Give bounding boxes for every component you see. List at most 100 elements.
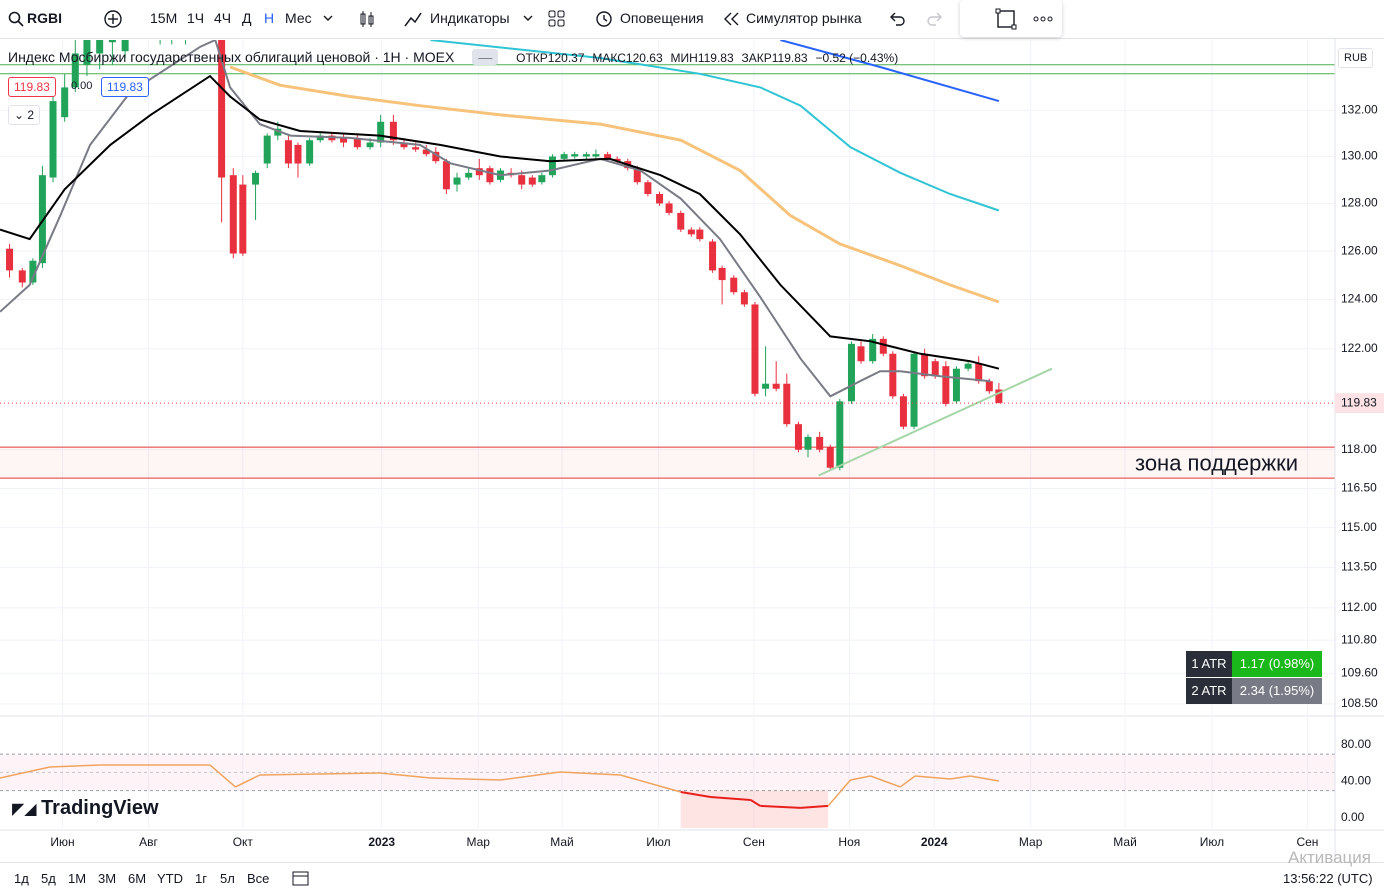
legend-change: −0.52 (−0.43%) [815, 51, 899, 65]
y2-tick-label: 80.00 [1341, 737, 1371, 751]
oscillator-line [559, 771, 621, 776]
layouts-icon[interactable] [548, 10, 566, 28]
oscillator-line [949, 775, 971, 780]
x-tick-label: Июл [646, 835, 670, 849]
candle-body [83, 40, 91, 65]
candle-body [239, 184, 247, 254]
range[interactable]: 1д [14, 871, 29, 886]
range[interactable]: 1г [195, 871, 207, 886]
x-tick-label: Май [1113, 835, 1137, 849]
y2-tick-label: 0.00 [1341, 810, 1365, 824]
legend-toggle[interactable]: — [472, 49, 499, 65]
symbol[interactable]: RGBI [27, 10, 62, 26]
y2-tick-label: 40.00 [1341, 774, 1371, 788]
legend-label: ОТКР [516, 51, 548, 65]
redo-icon[interactable] [926, 11, 944, 27]
candle-body [921, 353, 929, 377]
candle-body [61, 87, 69, 118]
indicator-count[interactable]: ⌄ 2 [8, 105, 41, 125]
y-tick-label: 130.00 [1341, 149, 1378, 163]
candle-body [910, 353, 918, 427]
range[interactable]: 5л [220, 871, 235, 886]
interval[interactable]: 15М [150, 10, 178, 26]
oscillator-line [259, 772, 380, 776]
range[interactable]: 1М [68, 871, 87, 886]
oscillator-line [800, 804, 829, 809]
candle-body [422, 149, 430, 155]
candle-body [377, 121, 385, 143]
indicator-line [0, 40, 991, 398]
candle-body [538, 175, 546, 183]
replay-button[interactable]: Симулятор рынка [746, 10, 862, 26]
range[interactable]: YTD [157, 871, 183, 886]
sell-price[interactable]: 119.83 [8, 77, 56, 97]
goto-date-icon[interactable] [291, 869, 311, 887]
interval[interactable]: Д [242, 10, 252, 26]
search-icon[interactable] [8, 11, 24, 27]
interval[interactable]: 4Ч [214, 10, 232, 26]
chevron[interactable] [322, 14, 334, 24]
oversold-fill [710, 790, 751, 828]
undo-icon[interactable] [888, 11, 906, 27]
candle-body [6, 248, 14, 271]
range[interactable]: 5д [41, 871, 56, 886]
buy-price[interactable]: 119.83 [101, 77, 149, 97]
candle-body [453, 177, 461, 185]
atr-label: 1 ATR [1186, 651, 1232, 677]
count: 2 [27, 108, 35, 122]
more-icon[interactable] [1033, 15, 1053, 23]
interval[interactable]: Мес [285, 10, 312, 26]
candle-body [644, 182, 652, 194]
legend-value: 120.63 [625, 51, 663, 65]
legend-value: 120.37 [547, 51, 585, 65]
candle-body [252, 172, 260, 185]
candle-body [560, 154, 568, 159]
candle-body [38, 175, 46, 264]
candle-body [366, 142, 374, 148]
rect-icon[interactable] [995, 8, 1017, 30]
chevron[interactable] [522, 14, 534, 24]
chart-type-icon[interactable] [357, 9, 377, 29]
indicator-line [229, 65, 1000, 304]
candle-body [121, 40, 129, 52]
compare-icon[interactable] [103, 9, 123, 29]
x-tick-label: Июл [1200, 835, 1224, 849]
range[interactable]: Все [247, 871, 270, 886]
x-tick-label: Май [550, 835, 574, 849]
candle-body [869, 338, 877, 362]
clock: 13:56:22 (UTC) [1283, 871, 1373, 886]
indicators-icon[interactable] [403, 9, 423, 29]
interval-active[interactable]: Н [264, 10, 275, 26]
candle-body [762, 383, 770, 389]
currency[interactable]: RUB [1338, 48, 1374, 68]
x-tick-label: Сен [1296, 835, 1318, 849]
alerts-button[interactable]: Оповещения [620, 10, 704, 26]
candle-body [656, 193, 664, 204]
candle-body [804, 436, 812, 450]
candle-body [528, 177, 536, 185]
candle-body [353, 137, 361, 148]
candle-body [442, 161, 450, 190]
y-tick-label: 110.80 [1341, 632, 1377, 646]
candle-body [816, 436, 824, 450]
drawing-toolbar [960, 0, 1062, 37]
legend-value: 119.83 [771, 51, 808, 65]
range[interactable]: 6М [128, 871, 147, 886]
candle-body [592, 154, 600, 157]
oscillator-line [49, 764, 100, 768]
alert-icon[interactable] [594, 9, 614, 29]
price-axis-bg [1335, 38, 1384, 862]
replay-icon[interactable] [723, 12, 741, 26]
interval[interactable]: 1Ч [187, 10, 205, 26]
top-toolbar: RGBI 15М 1Ч 4Ч Д Н Мес Индикаторы Оповещ… [0, 0, 1384, 39]
legend-label: ЗАКР [741, 51, 772, 65]
indicators-button[interactable]: Индикаторы [430, 10, 510, 26]
candle-body [665, 203, 673, 213]
indicator-line [0, 74, 1000, 370]
candle-body [985, 381, 993, 392]
range[interactable]: 3М [98, 871, 117, 886]
candle-body [432, 151, 440, 162]
candle-body [400, 142, 408, 148]
indicator-line [818, 367, 1053, 477]
